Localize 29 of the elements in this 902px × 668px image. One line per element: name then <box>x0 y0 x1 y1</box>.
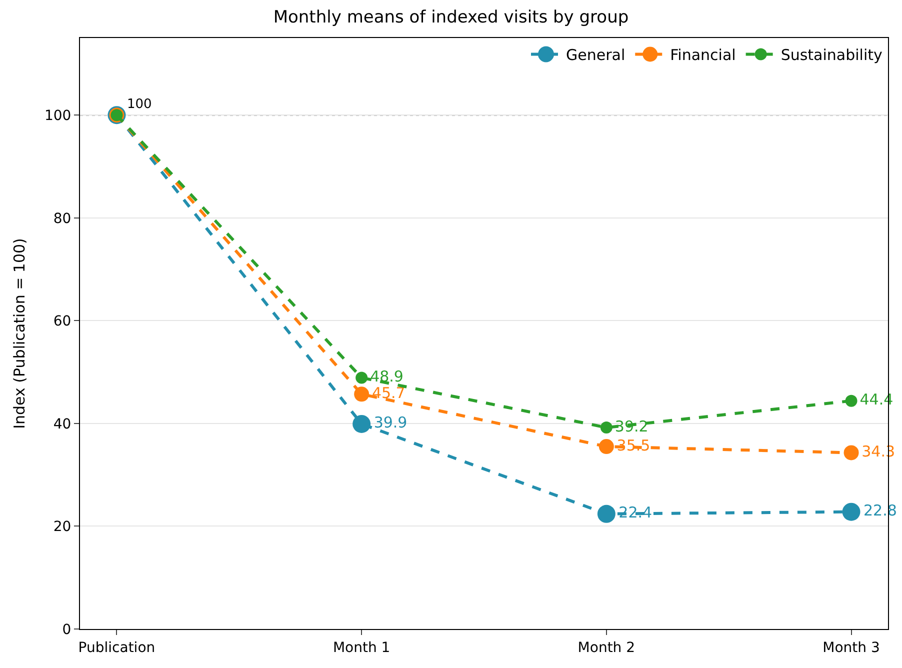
ref-line-label: 100 <box>127 97 152 112</box>
point <box>842 502 860 521</box>
legend-label: Sustainability <box>780 46 882 64</box>
y-tick-label: 40 <box>53 416 72 432</box>
data-label: 39.9 <box>374 414 408 432</box>
legend-label: Financial <box>670 46 736 64</box>
x-tick-label: Month 1 <box>332 640 390 656</box>
y-axis-title: Index (Publication = 100) <box>10 238 29 429</box>
point <box>845 394 858 407</box>
data-label: 45.7 <box>372 384 406 402</box>
x-tick-label: Publication <box>78 640 156 656</box>
y-tick-label: 0 <box>62 622 72 638</box>
point <box>597 504 616 523</box>
point <box>598 439 614 454</box>
point <box>600 422 612 434</box>
point <box>356 372 368 384</box>
point <box>354 386 370 402</box>
data-label: 48.9 <box>370 367 404 386</box>
point <box>844 445 859 460</box>
x-tick-label: Month 3 <box>822 640 880 656</box>
y-tick-label: 100 <box>44 108 72 124</box>
y-tick-label: 20 <box>53 519 72 536</box>
chart-title: Monthly means of indexed visits by group <box>273 8 629 28</box>
y-tick-label: 60 <box>53 314 72 330</box>
legend-label: General <box>566 46 626 64</box>
point <box>352 414 371 433</box>
x-tick-label: Month 2 <box>578 640 636 656</box>
y-tick-label: 80 <box>53 210 72 227</box>
data-label: 35.5 <box>616 436 650 454</box>
